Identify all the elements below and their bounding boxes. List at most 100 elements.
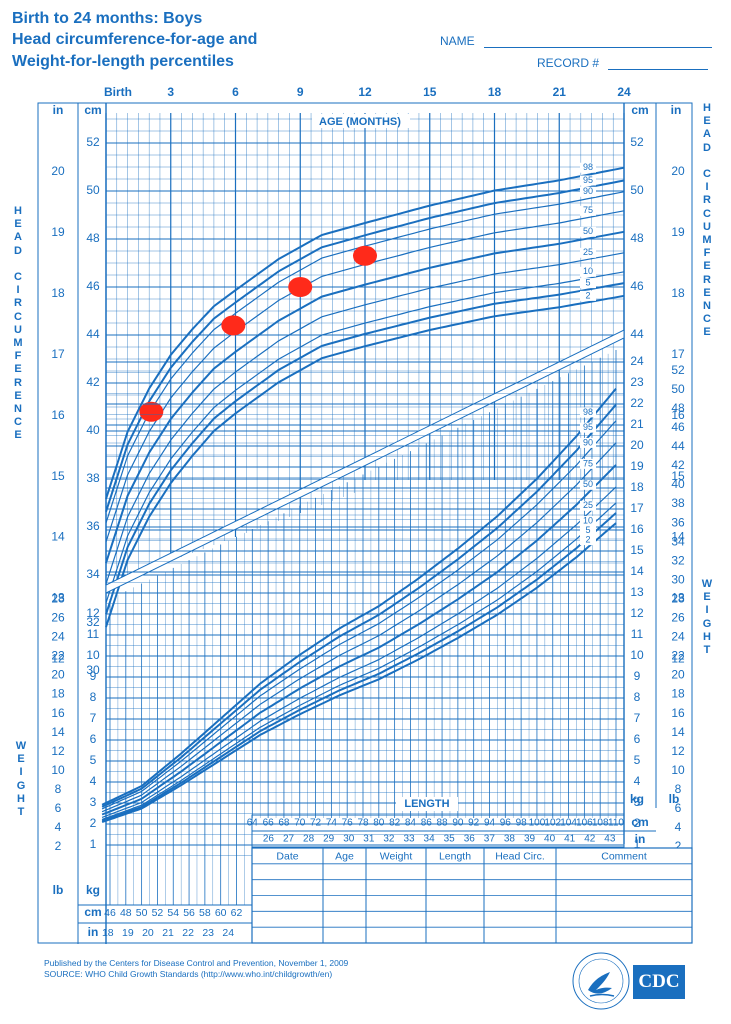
wl-kg-tick-label: 8 [90,690,97,704]
wl-kg-tick-label: 7 [90,711,97,725]
wl-percentile-label-bg [580,535,596,546]
name-field[interactable]: NAME [440,34,713,48]
length-in-tick-label: 35 [444,834,456,845]
side-letter: U [703,220,711,233]
length-cm-tick-label: 96 [500,818,512,829]
wl-percentile-label: 25 [583,500,593,510]
side-letter: C [703,207,711,220]
wl-lb-tick-label-right: 24 [671,630,685,644]
side-letter: H [703,630,711,643]
length-unit-in: in [635,832,646,846]
wl-lb-tick-label-right: 18 [671,687,685,701]
hc-percentile-label-bg [580,290,596,301]
hc-percentile-label: 98 [583,162,593,172]
record-table-header: Head Circ. [495,851,545,863]
age-tick-label: 15 [423,85,437,99]
wl-percentile-label: 75 [583,458,593,468]
side-letter: I [19,766,23,779]
wl-lb-tick-label-right: 34 [671,534,685,548]
wl-lb-tick-label-right: 20 [671,668,685,682]
wl-unit-kg-right: kg [630,792,644,806]
footer-source: SOURCE: WHO Child Growth Standards (http… [44,969,333,979]
side-letter: C [703,313,711,326]
hc-percentile-label: 95 [583,175,593,185]
hc-in-tick-label: 14 [51,530,65,544]
wl-lb-tick-label-right: 8 [675,782,682,796]
side-letter: M [13,337,23,350]
length-cm-tick-label: 104 [560,818,577,829]
length-cm-tick-label: 82 [389,818,401,829]
wl-unit-lb-right: lb [669,792,680,806]
wl-kg-tick-label-right: 24 [630,354,644,368]
length-cm-tick-label: 98 [516,818,528,829]
length-cm-tick-label-lower: 48 [120,907,132,919]
length-cm-tick-label: 68 [278,818,290,829]
wl-kg-tick-label-right: 23 [630,375,644,389]
wl-percentile-curve-50 [101,464,617,816]
wl-kg-tick-label-right: 7 [634,711,641,725]
wl-percentile-curve-95 [101,404,617,808]
wl-lb-tick-label: 2 [55,839,62,853]
length-in-tick-label: 40 [544,834,556,845]
name-line[interactable] [484,47,713,48]
wl-lb-tick-label-right: 12 [671,744,685,758]
wl-percentile-label: 2 [585,534,590,544]
age-axis-title-bg [312,114,410,128]
length-in-tick-label: 28 [303,834,315,845]
record-field[interactable]: RECORD # [537,56,709,70]
hc-unit-in-right: in [671,103,682,117]
length-in-tick-label: 33 [403,834,415,845]
hc-cm-tick-label: 42 [86,375,100,389]
chart-title-line1: Birth to 24 months: Boys [12,10,203,27]
length-cm-tick-label: 70 [294,818,306,829]
age-tick-label: 3 [167,85,174,99]
wl-lb-tick-label-right: 26 [671,611,685,625]
wl-percentile-curve-90 [101,420,617,810]
wl-percentile-curve-75 [101,442,617,813]
wl-kg-tick-label-right: 20 [630,438,644,452]
wl-kg-tick-label-right: 1 [634,837,641,851]
age-tick-label: 18 [488,85,502,99]
wl-percentile-label: 95 [583,422,593,432]
wl-lb-tick-label-right: 28 [671,591,685,605]
wl-kg-tick-label-right: 15 [630,543,644,557]
wl-kg-tick-label: 1 [90,837,97,851]
wl-lb-tick-label-right: 6 [675,801,682,815]
side-letter: I [705,181,709,194]
side-letter: N [703,300,711,313]
wl-percentile-curve-25 [101,486,617,818]
wl-percentile-label: 90 [583,437,593,447]
length-cm-tick-label: 106 [576,818,593,829]
measurement-dot [288,277,313,297]
length-cm-tick-label: 76 [342,818,354,829]
length-cm-tick-label-lower: 60 [215,907,227,919]
wl-percentile-label-bg [580,479,596,490]
length-cm-tick-label-lower: 50 [136,907,148,919]
length-cm-tick-label: 72 [310,818,322,829]
wl-percentile-label-bg [580,525,596,536]
length-axis-title-bg [396,797,458,811]
side-letter: E [703,260,711,273]
record-table-header: Weight [380,851,413,863]
footer-published: Published by the Centers for Disease Con… [44,958,349,968]
side-letter: I [705,604,709,617]
hc-unit-cm-right: cm [631,103,648,117]
side-letter: E [14,429,22,442]
hc-in-tick-label: 16 [51,408,65,422]
chart-title-line2: Head circumference-for-age and [12,31,258,48]
length-cm-tick-label: 84 [405,818,417,829]
wl-kg-tick-label: 9 [90,669,97,683]
wl-kg-tick-label: 10 [86,648,100,662]
side-letter: E [14,363,22,376]
hc-percentile-curve-95 [105,179,625,513]
wl-lb-tick-label-right: 2 [675,839,682,853]
wl-lb-tick-label-right: 38 [671,496,685,510]
wl-lb-tick-label-right: 42 [671,458,685,472]
wl-percentile-label: 98 [583,407,593,417]
wl-lb-tick-label-right: 48 [671,401,685,415]
side-letter: R [14,376,22,389]
length-in-tick-label-lower: 20 [142,927,154,939]
record-line[interactable] [608,69,709,70]
hc-percentile-label-bg [580,247,596,258]
